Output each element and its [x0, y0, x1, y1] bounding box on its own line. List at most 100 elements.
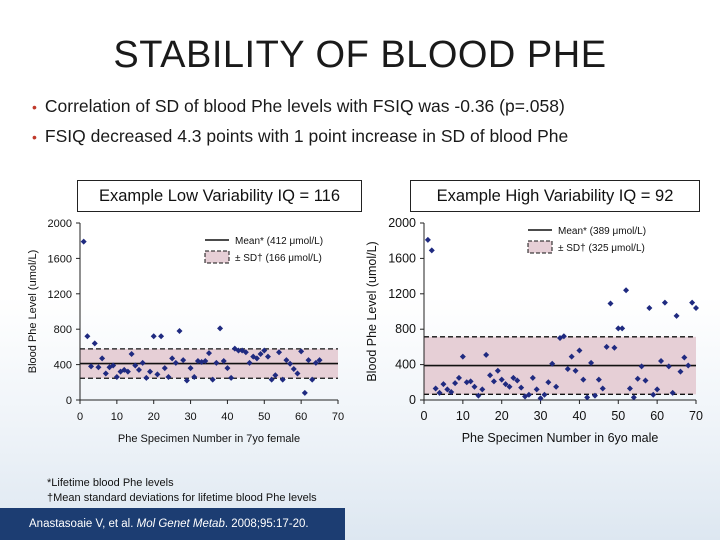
x-tick-label: 0 [421, 409, 428, 423]
data-point [498, 376, 505, 383]
bullet-text: Correlation of SD of blood Phe levels wi… [44, 96, 565, 116]
data-point [220, 358, 227, 365]
data-point [510, 374, 517, 381]
data-point [272, 372, 279, 379]
data-point [487, 372, 494, 379]
data-point [202, 358, 209, 365]
data-point [518, 384, 525, 391]
data-point [242, 349, 249, 356]
data-point [475, 392, 482, 399]
data-point [638, 363, 645, 370]
data-point [642, 377, 649, 384]
data-point [257, 350, 264, 357]
data-point [99, 355, 106, 362]
data-point [172, 359, 179, 366]
data-point [301, 389, 308, 396]
data-point [436, 389, 443, 396]
data-point [113, 373, 120, 380]
data-point [514, 377, 521, 384]
data-point [428, 247, 435, 254]
data-point [630, 394, 637, 401]
data-point [665, 363, 672, 370]
data-point [459, 353, 466, 360]
legend-sd-label: ± SD† (166 μmol/L) [235, 253, 322, 264]
x-tick-label: 20 [148, 411, 160, 423]
bullet-dot-icon: • [32, 129, 37, 145]
citation-bar [0, 508, 345, 540]
data-point [276, 349, 283, 356]
data-point [626, 385, 633, 392]
y-tick-label: 800 [395, 322, 416, 336]
data-point [261, 347, 268, 354]
data-point [88, 363, 95, 370]
data-point [467, 378, 474, 385]
data-point [150, 333, 157, 340]
x-tick-label: 70 [689, 409, 703, 423]
data-point [669, 389, 676, 396]
bullet-text: FSIQ decreased 4.3 points with 1 point i… [44, 126, 569, 146]
bullet-list: • Correlation of SD of blood Phe levels w… [32, 96, 712, 156]
x-tick-label: 60 [295, 411, 307, 423]
data-point [560, 333, 567, 340]
data-point [298, 348, 305, 355]
data-point [309, 376, 316, 383]
y-tick-label: 400 [395, 358, 416, 372]
data-point [283, 357, 290, 364]
bullet-item: • Correlation of SD of blood Phe levels w… [32, 96, 712, 117]
data-point [312, 359, 319, 366]
y-tick-label: 2000 [48, 218, 72, 230]
data-point [661, 299, 668, 306]
data-point [287, 360, 294, 367]
data-point [161, 365, 168, 372]
y-tick-label: 1600 [388, 251, 416, 265]
bullet-dot-icon: • [32, 99, 37, 115]
legend-sd-swatch [527, 240, 553, 254]
data-point [564, 366, 571, 373]
data-point [316, 357, 323, 364]
x-tick-label: 30 [184, 411, 196, 423]
data-point [158, 333, 165, 340]
footnote-lifetime: *Lifetime blood Phe levels [47, 477, 174, 489]
data-point [176, 327, 183, 334]
data-point [110, 362, 117, 369]
y-axis-label: Blood Phe Level (umol/L) [365, 241, 379, 381]
data-point [187, 365, 194, 372]
chart-title-high-variability: Example High Variability IQ = 92 [410, 180, 700, 212]
data-point [502, 381, 509, 388]
y-tick-label: 2000 [388, 216, 416, 230]
x-axis-label: Phe Specimen Number in 6yo male [462, 431, 659, 445]
data-point [253, 355, 260, 362]
x-tick-label: 10 [456, 409, 470, 423]
data-point [693, 304, 699, 311]
x-tick-label: 0 [77, 411, 83, 423]
data-point [290, 366, 297, 373]
data-point [455, 374, 462, 381]
data-point [607, 300, 614, 307]
x-tick-label: 30 [534, 409, 548, 423]
x-tick-label: 40 [221, 411, 233, 423]
data-point [91, 340, 98, 347]
data-point [677, 368, 684, 375]
y-tick-label: 0 [66, 395, 72, 407]
data-point [615, 325, 622, 332]
data-point [568, 353, 575, 360]
data-point [658, 358, 665, 365]
low-variability-scatter-chart: 0 400 800 1200 1600 2000 0 10 20 30 40 50 60 70 Phe Sp… [27, 218, 344, 445]
data-point [228, 374, 235, 381]
data-point [557, 335, 563, 342]
data-point [471, 383, 478, 390]
data-point [623, 287, 630, 294]
data-point [685, 362, 692, 369]
data-point [154, 371, 161, 378]
data-point [139, 359, 146, 366]
data-point [84, 333, 91, 340]
data-point [305, 357, 312, 364]
x-tick-label: 50 [611, 409, 625, 423]
data-point [95, 364, 102, 371]
y-tick-label: 1200 [388, 287, 416, 301]
data-point [479, 386, 486, 393]
data-point [206, 350, 212, 357]
data-point [545, 379, 552, 386]
data-point [250, 353, 257, 360]
